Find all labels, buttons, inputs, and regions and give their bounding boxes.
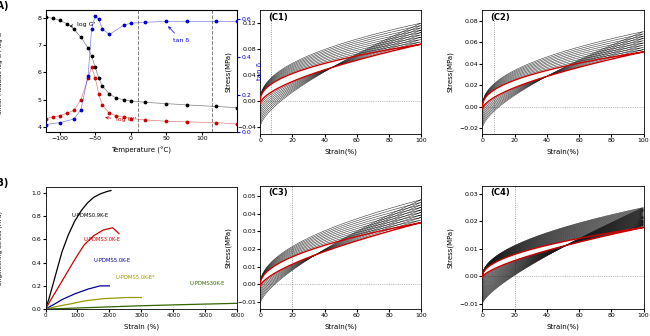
Y-axis label: Stress(MPa): Stress(MPa) (447, 227, 454, 268)
Point (97, 102, 107, 108)
Point (62, 21, 72, 26)
Point (232, 105, 242, 111)
Point (182, 102, 192, 108)
Point (182, 19, 192, 24)
Point (62, 111, 72, 116)
Point (118, 23, 129, 28)
Text: (C3): (C3) (268, 188, 288, 197)
Point (55, 113, 65, 119)
Text: U-PDMS0.9K-E: U-PDMS0.9K-E (71, 213, 108, 218)
Point (69, 27, 79, 32)
Point (47, 115, 58, 120)
Text: (B): (B) (0, 178, 8, 188)
Point (97, 83, 107, 89)
Point (140, 117, 150, 123)
Point (182, 119, 192, 125)
Point (104, 111, 114, 116)
Point (76, 97, 86, 102)
Point (86, 53, 97, 59)
Point (125, 116, 136, 121)
X-axis label: Strain(%): Strain(%) (547, 324, 579, 330)
Point (118, 97, 129, 102)
Point (83, 75, 94, 81)
Point (125, 98, 136, 103)
Point (40, 122, 51, 127)
Point (94, 17, 104, 22)
Y-axis label: Engineering Stress (MPa): Engineering Stress (MPa) (0, 211, 3, 285)
Text: (C2): (C2) (491, 12, 510, 22)
X-axis label: Strain(%): Strain(%) (324, 324, 357, 330)
Y-axis label: Stress(MPa): Stress(MPa) (225, 51, 231, 92)
Point (69, 116, 79, 122)
X-axis label: Temperature (°C): Temperature (°C) (111, 147, 172, 154)
Text: U-PDMS3.0K-E: U-PDMS3.0K-E (84, 237, 121, 242)
Point (140, 19, 150, 25)
Point (40, 116, 51, 121)
Text: U-PDMS5.0K-E*: U-PDMS5.0K-E* (116, 275, 155, 280)
Y-axis label: Shear Modulus log G', log G'': Shear Modulus log G', log G'' (0, 28, 3, 114)
Point (40, 14, 51, 19)
Text: tan δ: tan δ (168, 27, 190, 43)
Point (94, 91, 104, 97)
Point (211, 104, 221, 109)
Point (211, 19, 221, 24)
Point (76, 35, 86, 40)
Point (140, 99, 150, 105)
Point (232, 121, 242, 127)
X-axis label: Strain(%): Strain(%) (547, 149, 579, 155)
Text: U-PDMS30K-E: U-PDMS30K-E (189, 281, 225, 286)
Point (232, 19, 242, 24)
Point (211, 120, 221, 125)
Point (90, 65, 100, 70)
Point (47, 15, 58, 21)
Text: U-PDMS5.0K-E: U-PDMS5.0K-E (94, 258, 131, 263)
Text: log G'': log G'' (106, 117, 136, 122)
Point (90, 75, 100, 81)
Point (161, 101, 172, 107)
Point (111, 95, 122, 101)
Point (104, 91, 114, 97)
Point (86, 26, 97, 32)
Point (104, 32, 114, 37)
X-axis label: Strain(%): Strain(%) (324, 149, 357, 155)
Point (83, 45, 94, 51)
Text: (A): (A) (0, 1, 8, 11)
Y-axis label: tan δ: tan δ (257, 62, 263, 80)
Y-axis label: Stress(MPa): Stress(MPa) (447, 51, 454, 92)
Point (161, 119, 172, 124)
Text: (C4): (C4) (491, 188, 510, 197)
Text: log G': log G' (70, 23, 96, 27)
Point (83, 73, 94, 79)
Point (161, 19, 172, 24)
Point (90, 13, 100, 18)
Point (97, 26, 107, 32)
Point (86, 65, 97, 70)
Point (111, 113, 122, 119)
Point (94, 75, 104, 81)
Point (55, 120, 65, 125)
Point (69, 108, 79, 113)
Y-axis label: Stress(MPa): Stress(MPa) (225, 227, 231, 268)
Text: (C1): (C1) (268, 12, 288, 22)
Point (125, 20, 136, 26)
Point (118, 115, 129, 120)
Point (76, 107, 86, 112)
Point (55, 18, 65, 23)
X-axis label: Strain (%): Strain (%) (124, 324, 159, 330)
